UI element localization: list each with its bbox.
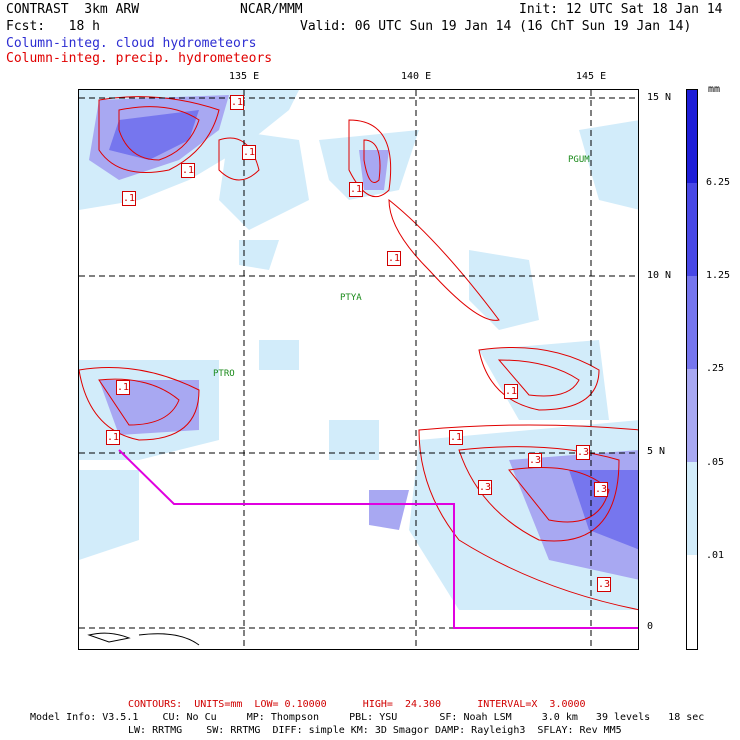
contour-label: .1 xyxy=(504,384,519,399)
flight-track xyxy=(118,449,638,629)
contours-info: CONTOURS: UNITS=mm LOW= 0.10000 HIGH= 24… xyxy=(128,699,586,710)
org-label: NCAR/MMM xyxy=(240,2,303,17)
forecast-hour: Fcst: 18 h xyxy=(6,19,100,34)
coastline xyxy=(87,632,200,646)
map-panel: PGUM PTYA PTRO .1 .1 .1 .1 .1 .1 .1 .1 .… xyxy=(78,89,639,650)
contour-label: .3 xyxy=(528,453,543,468)
contour-label: .3 xyxy=(478,480,493,495)
colorbar-swatch xyxy=(687,90,697,183)
grid-lines xyxy=(79,90,638,649)
valid-time: Valid: 06 UTC Sun 19 Jan 14 (16 ChT Sun … xyxy=(300,19,692,34)
contour-label: .1 xyxy=(349,182,364,197)
colorbar-swatch xyxy=(687,369,697,462)
init-time: Init: 12 UTC Sat 18 Jan 14 xyxy=(519,2,723,17)
lon-label-145e: 145 E xyxy=(576,71,607,82)
contour-label: .1 xyxy=(181,163,196,178)
model-info-line2: LW: RRTMG SW: RRTMG DIFF: simple KM: 3D … xyxy=(128,725,622,736)
lat-label-5n: 5 N xyxy=(647,446,666,457)
station-ptro: PTRO xyxy=(213,369,235,379)
colorbar-swatch xyxy=(687,462,697,555)
model-title: CONTRAST 3km ARW xyxy=(6,2,140,17)
contour-label: .1 xyxy=(230,95,245,110)
colorbar-swatch xyxy=(687,555,697,649)
contour-label: .3 xyxy=(576,445,591,460)
station-pgum: PGUM xyxy=(568,155,590,165)
colorbar-unit: mm xyxy=(708,84,721,95)
contour-label: .3 xyxy=(597,577,612,592)
field-precip-label: Column-integ. precip. hydrometeors xyxy=(6,51,273,66)
cloud-shading xyxy=(79,90,638,610)
colorbar-swatch xyxy=(687,183,697,276)
contour-label: .1 xyxy=(242,145,257,160)
lon-label-135e: 135 E xyxy=(229,71,260,82)
contour-label: .3 xyxy=(594,482,609,497)
model-info-line1: Model Info: V3.5.1 CU: No Cu MP: Thompso… xyxy=(30,712,705,723)
lat-label-10n: 10 N xyxy=(647,270,672,281)
colorbar-swatch xyxy=(687,276,697,369)
station-ptya: PTYA xyxy=(340,293,362,303)
lat-label-15n: 15 N xyxy=(647,92,672,103)
colorbar-level: 1.25 xyxy=(706,270,731,281)
colorbar xyxy=(686,89,698,650)
colorbar-level: .25 xyxy=(706,363,725,374)
lat-label-0: 0 xyxy=(647,621,654,632)
colorbar-level: .01 xyxy=(706,550,725,561)
colorbar-level: 6.25 xyxy=(706,177,731,188)
contour-label: .1 xyxy=(387,251,402,266)
contour-label: .1 xyxy=(106,430,121,445)
map-canvas xyxy=(79,90,638,649)
contour-label: .1 xyxy=(122,191,137,206)
field-cloud-label: Column-integ. cloud hydrometeors xyxy=(6,36,257,51)
colorbar-level: .05 xyxy=(706,457,725,468)
contour-label: .1 xyxy=(449,430,464,445)
contour-label: .1 xyxy=(116,380,131,395)
precip-contours xyxy=(79,96,638,611)
lon-label-140e: 140 E xyxy=(401,71,432,82)
